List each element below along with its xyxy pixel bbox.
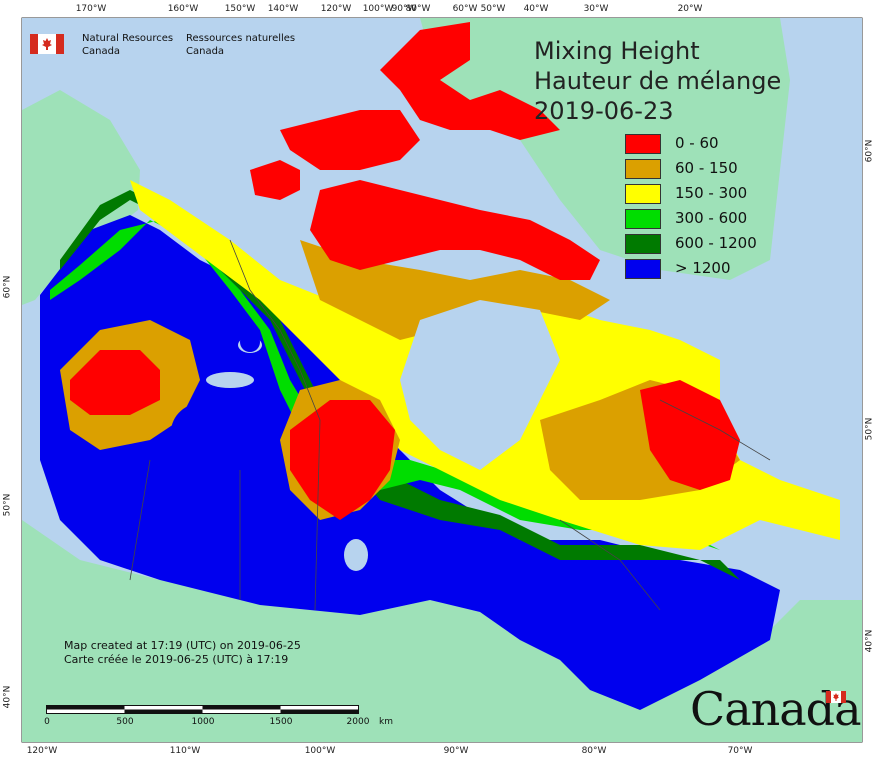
lon-label-top: 30°W bbox=[583, 4, 609, 14]
lon-label-top: 80°W bbox=[405, 4, 431, 14]
legend-label: 150 - 300 bbox=[675, 184, 748, 202]
legend-swatch bbox=[625, 184, 661, 204]
legend-label: 300 - 600 bbox=[675, 209, 748, 227]
lon-label-top: 140°W bbox=[267, 4, 299, 14]
legend-swatch bbox=[625, 234, 661, 254]
lake bbox=[206, 372, 254, 388]
lon-label-top: 150°W bbox=[224, 4, 256, 14]
lon-label-bottom: 100°W bbox=[304, 746, 336, 756]
map-title: Mixing Height Hauteur de mélange 2019-06… bbox=[534, 36, 781, 126]
lon-label-top: 100°W bbox=[362, 4, 394, 14]
scale-bar: 0 500 1000 1500 2000 km bbox=[44, 703, 393, 733]
zone-0-60 bbox=[640, 380, 740, 490]
lon-label-bottom: 120°W bbox=[26, 746, 58, 756]
lat-label-left: 50°N bbox=[2, 493, 13, 517]
creation-note-fr: Carte créée le 2019-06-25 (UTC) à 17:19 bbox=[64, 653, 289, 666]
scale-unit: km bbox=[379, 717, 393, 727]
lat-label-right: 50°N bbox=[864, 417, 875, 441]
scale-label: 500 bbox=[116, 717, 134, 727]
legend-swatch bbox=[625, 209, 661, 229]
alaska bbox=[22, 90, 140, 305]
mixing-height-map bbox=[22, 18, 862, 742]
high-blob bbox=[171, 402, 239, 462]
scale-label: 1500 bbox=[269, 717, 293, 727]
scale-label: 1000 bbox=[191, 717, 215, 727]
legend-label: 600 - 1200 bbox=[675, 234, 757, 252]
legend-swatch bbox=[625, 259, 661, 279]
canada-flag-icon bbox=[30, 34, 64, 54]
zone-0-60 bbox=[250, 160, 300, 200]
lon-label-top: 120°W bbox=[320, 4, 352, 14]
legend-label: 0 - 60 bbox=[675, 134, 719, 152]
zone-0-60 bbox=[70, 350, 160, 415]
lon-label-top: 20°W bbox=[677, 4, 703, 14]
zone-600-1200 bbox=[60, 190, 740, 580]
borders bbox=[129, 239, 771, 611]
lat-label-right: 40°N bbox=[864, 629, 875, 653]
lon-label-top: 50°W bbox=[480, 4, 506, 14]
legend-label: > 1200 bbox=[675, 259, 731, 277]
lon-label-top: 170°W bbox=[75, 4, 107, 14]
lon-label-top: 60°W bbox=[452, 4, 478, 14]
title-date: 2019-06-23 bbox=[534, 97, 674, 125]
lat-label-left: 60°N bbox=[2, 275, 13, 299]
creation-note: Map created at 17:19 (UTC) on 2019-06-25… bbox=[64, 639, 301, 667]
title-en: Mixing Height bbox=[534, 37, 700, 65]
wordmark-flag-icon bbox=[826, 691, 846, 703]
high-blob bbox=[240, 332, 260, 352]
lon-label-bottom: 90°W bbox=[443, 746, 469, 756]
legend-swatch bbox=[625, 134, 661, 154]
title-fr: Hauteur de mélange bbox=[534, 67, 782, 95]
agency-name-fr: Ressources naturelles Canada bbox=[186, 33, 296, 57]
lat-label-left: 40°N bbox=[2, 685, 13, 709]
agency-name-en: Natural Resources Canada bbox=[82, 33, 174, 57]
lake bbox=[344, 539, 368, 571]
zone-0-60 bbox=[310, 180, 600, 280]
zone-0-60 bbox=[380, 22, 560, 140]
lon-label-top: 160°W bbox=[167, 4, 199, 14]
lon-label-bottom: 70°W bbox=[727, 746, 753, 756]
legend-swatch bbox=[625, 159, 661, 179]
lon-label-bottom: 110°W bbox=[169, 746, 201, 756]
greenland bbox=[420, 18, 790, 280]
lon-label-top: 90°W bbox=[391, 4, 417, 14]
zone-0-60 bbox=[290, 400, 395, 520]
lon-label-top: 40°W bbox=[523, 4, 549, 14]
lat-label-right: 60°N bbox=[864, 139, 875, 163]
scale-label: 0 bbox=[44, 717, 50, 727]
zone-0-60 bbox=[280, 110, 420, 170]
scale-label: 2000 bbox=[346, 717, 370, 727]
hudson-bay bbox=[400, 300, 560, 470]
high-blob bbox=[164, 242, 176, 254]
scale-bar-graphic bbox=[46, 705, 359, 714]
creation-note-en: Map created at 17:19 (UTC) on 2019-06-25 bbox=[64, 639, 301, 652]
legend-label: 60 - 150 bbox=[675, 159, 738, 177]
lon-label-bottom: 80°W bbox=[581, 746, 607, 756]
